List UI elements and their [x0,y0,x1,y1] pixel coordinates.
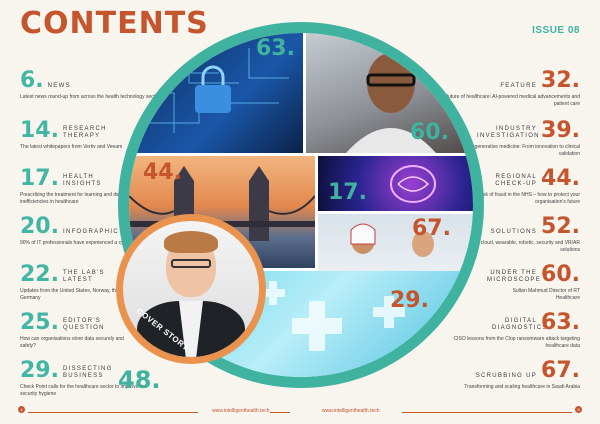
section-label: REGIONAL CHECK-UP [495,174,538,188]
page-number: 25. [20,310,59,335]
section-label: RESEARCH THERAPY [62,126,107,140]
cover-story-portrait[interactable]: COVER STORY [123,221,259,357]
cover-story-page-number: 48. [118,366,161,394]
section-label: INDUSTRY INVESTIGATION [477,126,540,140]
toc-entry-infographic[interactable]: 20. INFOGRAPHIC 90% of IT professionals h… [20,216,170,247]
page-number: 32. [541,68,580,93]
section-description: CISO lessons from the Clop ransomware at… [453,336,580,349]
page-number: 22. [20,262,59,287]
page-number: 60. [541,262,580,287]
section-label: THE LAB'S LATEST [62,270,105,284]
toc-entry-editors-question[interactable]: 25. EDITOR'S QUESTION How can organisatio… [20,312,140,350]
section-label: INFOGRAPHIC [62,229,119,236]
tile-page-number: 44. [143,160,182,185]
circuit-lock-icon [139,43,289,133]
page-number: 63. [541,310,580,335]
hair-shape [164,231,218,253]
ai-brain-image[interactable] [318,156,473,211]
section-label: HEALTH INSIGHTS [62,174,102,188]
section-label: SCRUBBING UP [475,373,538,380]
toc-entry-industry-investigation[interactable]: INDUSTRY INVESTIGATION 39. Autologous reg… [430,120,580,158]
section-description: The future of healthcare: AI-powered med… [436,94,580,107]
footer-rule-right [402,412,572,413]
section-label: DISSECTING BUSINESS [62,366,113,380]
section-description: How can organisations store data securel… [20,336,124,349]
glasses-icon [171,259,211,268]
portrait-man-icon [346,53,436,153]
section-description: Transforming and scaling healthcare in S… [464,384,580,390]
page-number: 44. [541,166,580,191]
toc-entry-digital-diagnostics[interactable]: DIGITAL DIAGNOSTICS 63. CISO lessons from… [430,312,580,350]
section-label: EDITOR'S QUESTION [62,318,105,332]
section-label: UNDER THE MICROSCOPE [487,270,542,284]
section-description: The growing risk of fraud in the NHS – h… [451,192,580,205]
tile-page-number: 17. [328,180,367,205]
brain-icon [390,165,436,203]
page-number: 39. [541,118,580,143]
page-number: 14. [20,118,59,143]
medical-cross-icon [261,281,405,351]
page-number-right: 5 [575,406,582,413]
section-description: Autologous regenerative medicine: From i… [443,144,580,157]
page-number-left: 4 [18,406,25,413]
section-label: NEWS [47,83,71,90]
footer-url-right[interactable]: www.intelligenthealth.tech [322,408,380,414]
section-description: The latest whitepapers from Vertiv and V… [20,144,123,150]
footer-rule-left [28,412,198,413]
toc-entry-solutions[interactable]: SOLUTIONS 52. Covering AI, cloud, wearabl… [450,216,580,254]
tile-page-number: 63. [256,36,295,61]
toc-entry-regional-checkup[interactable]: REGIONAL CHECK-UP 44. The growing risk of… [430,168,580,206]
page-number: 52. [541,214,580,239]
page-number: 20. [20,214,59,239]
section-description: 90% of IT professionals have experienced… [20,240,165,246]
toc-entry-scrubbing-up[interactable]: SCRUBBING UP 67. Transforming and scaling… [455,360,580,391]
circuit-lock-image[interactable] [129,33,303,153]
section-description: Updates from the United States, Norway, … [20,288,166,301]
section-label: SOLUTIONS [490,229,538,236]
toc-entry-dissecting-business[interactable]: 29. DISSECTING BUSINESS Check Point calls… [20,360,145,398]
page-number: 29. [20,358,59,383]
section-label: DIGITAL DIAGNOSTICS [492,318,548,332]
section-description: Check Point calls for the healthcare sec… [20,384,145,397]
section-label: FEATURE [500,83,538,90]
toc-entry-labs-latest[interactable]: 22. THE LAB'S LATEST Updates from the Uni… [20,264,170,302]
section-description: Prescribing the treatment for learning a… [20,192,143,205]
page-number: 6. [20,68,44,93]
toc-entry-research-therapy[interactable]: 14. RESEARCH THERAPY The latest whitepape… [20,120,140,151]
toc-entry-under-the-microscope[interactable]: UNDER THE MICROSCOPE 60. Sultan Mahmud Di… [460,264,580,302]
section-description: Latest news round-up from across the hea… [20,94,160,100]
section-description: Sultan Mahmud Director of RT Healthcare [512,288,580,301]
tile-page-number: 67. [412,216,451,241]
sultan-mahmud-photo[interactable] [306,33,473,153]
toc-entry-feature[interactable]: FEATURE 32. The future of healthcare: AI-… [430,70,580,108]
toc-entry-health-insights[interactable]: 17. HEALTH INSIGHTS Prescribing the treat… [20,168,170,206]
section-description: Covering AI, cloud, wearable, robotic, s… [452,240,580,253]
footer-url-left[interactable]: www.intelligenthealth.tech [212,408,270,414]
toc-entry-news[interactable]: 6. NEWS Latest news round-up from across … [20,70,170,101]
tile-page-number: 60. [410,120,449,145]
page-number: 67. [541,358,580,383]
page-number: 17. [20,166,59,191]
footer-rule-mid-left [270,412,290,413]
tile-page-number: 29. [390,288,429,313]
issue-number: ISSUE 08 [532,25,580,36]
